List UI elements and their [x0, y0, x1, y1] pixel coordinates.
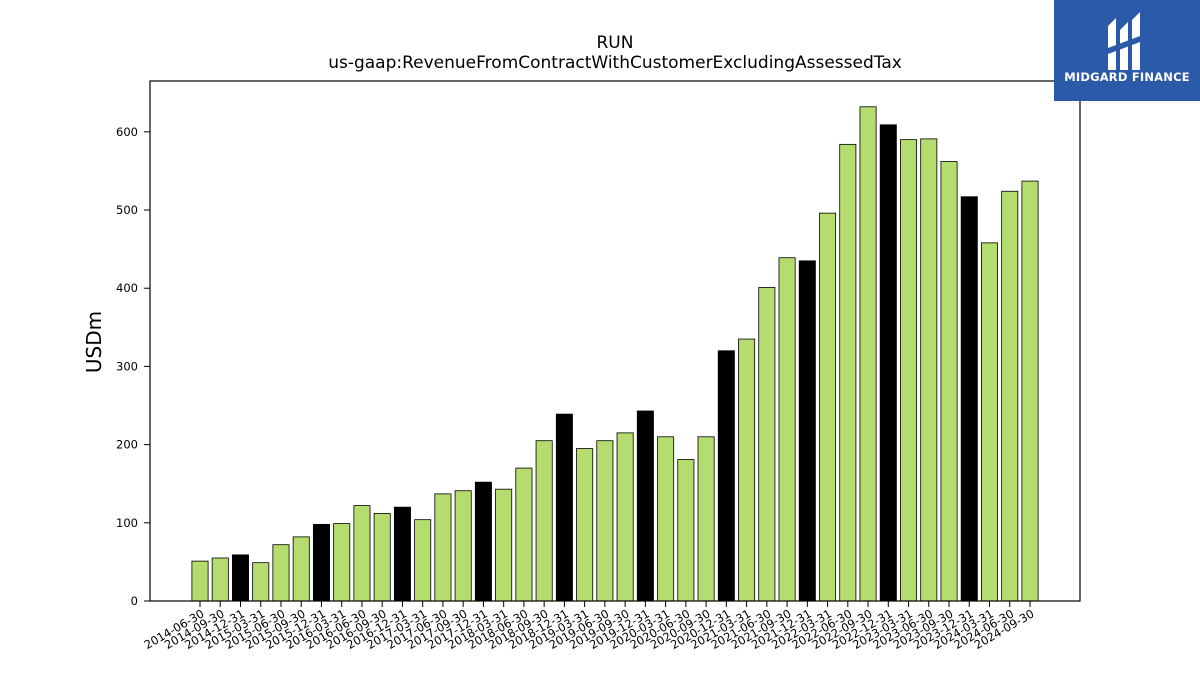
bar-2016-06-30 [353, 505, 371, 602]
chart-title: RUN [597, 33, 634, 53]
bar-2017-06-30 [434, 493, 452, 602]
brand-logo: MIDGARD FINANCE [1054, 0, 1200, 101]
bar-2016-09-30 [373, 513, 391, 602]
y-tick-label: 200 [116, 438, 138, 452]
bar-2023-09-30 [940, 161, 958, 602]
y-tick-label: 100 [116, 516, 138, 530]
bar-2023-12-31 [960, 196, 978, 602]
bar-2016-12-31 [393, 506, 411, 602]
bar-2019-09-30 [616, 432, 634, 602]
x-axis: 2014-06-302014-09-302014-12-312015-03-31… [142, 601, 1037, 652]
y-tick-label: 300 [116, 359, 138, 373]
bar-2016-03-31 [333, 523, 351, 602]
bar-2023-03-31 [900, 139, 918, 602]
bar-2020-12-31 [717, 350, 735, 602]
bar-2024-03-31 [981, 242, 999, 602]
y-tick-label: 500 [116, 203, 138, 217]
bar-2021-09-30 [778, 257, 796, 602]
bar-2021-06-30 [758, 287, 776, 602]
bar-2023-06-30 [920, 138, 938, 602]
bar-2018-06-30 [515, 467, 533, 602]
bar-2018-12-31 [555, 413, 573, 602]
bar-2017-09-30 [454, 490, 472, 602]
bar-2014-09-30 [211, 557, 229, 602]
bar-2019-12-31 [636, 410, 654, 602]
bar-2020-03-31 [657, 436, 675, 602]
bar-2017-03-31 [414, 519, 432, 602]
bar-2022-03-31 [819, 212, 837, 602]
chart-subtitle: us-gaap:RevenueFromContractWithCustomerE… [328, 53, 902, 73]
bar-2024-09-30 [1021, 180, 1039, 602]
bar-2022-09-30 [859, 106, 877, 602]
bar-2015-12-31 [312, 523, 330, 602]
bar-2022-06-30 [839, 143, 857, 602]
bar-2015-03-31 [252, 562, 270, 602]
bar-2018-09-30 [535, 440, 553, 602]
y-tick-label: 0 [131, 594, 138, 608]
bar-2024-06-30 [1001, 190, 1019, 602]
midgard-logo-icon [1108, 12, 1140, 70]
brand-name: MIDGARD FINANCE [1064, 70, 1190, 84]
bar-2021-12-31 [798, 260, 816, 602]
plot-frame [149, 80, 1081, 602]
y-axis-label: USDm [82, 311, 106, 373]
bar-2022-12-31 [879, 124, 897, 602]
y-tick-label: 600 [116, 125, 138, 139]
bar-2018-03-31 [495, 488, 513, 602]
bar-2019-03-31 [576, 448, 594, 602]
bar-2014-12-31 [231, 554, 249, 602]
bar-2020-09-30 [697, 436, 715, 602]
bar-2015-09-30 [292, 536, 310, 602]
bar-2014-06-30 [191, 560, 209, 602]
bar-2021-03-31 [738, 338, 756, 602]
bar-2019-06-30 [596, 440, 614, 602]
bar-2015-06-30 [272, 544, 290, 602]
bar-2020-06-30 [677, 459, 695, 602]
bar-2017-12-31 [474, 481, 492, 602]
y-axis: 0 100 200 300 400 500 600 [116, 125, 150, 608]
bars-group [191, 106, 1039, 602]
y-tick-label: 400 [116, 281, 138, 295]
